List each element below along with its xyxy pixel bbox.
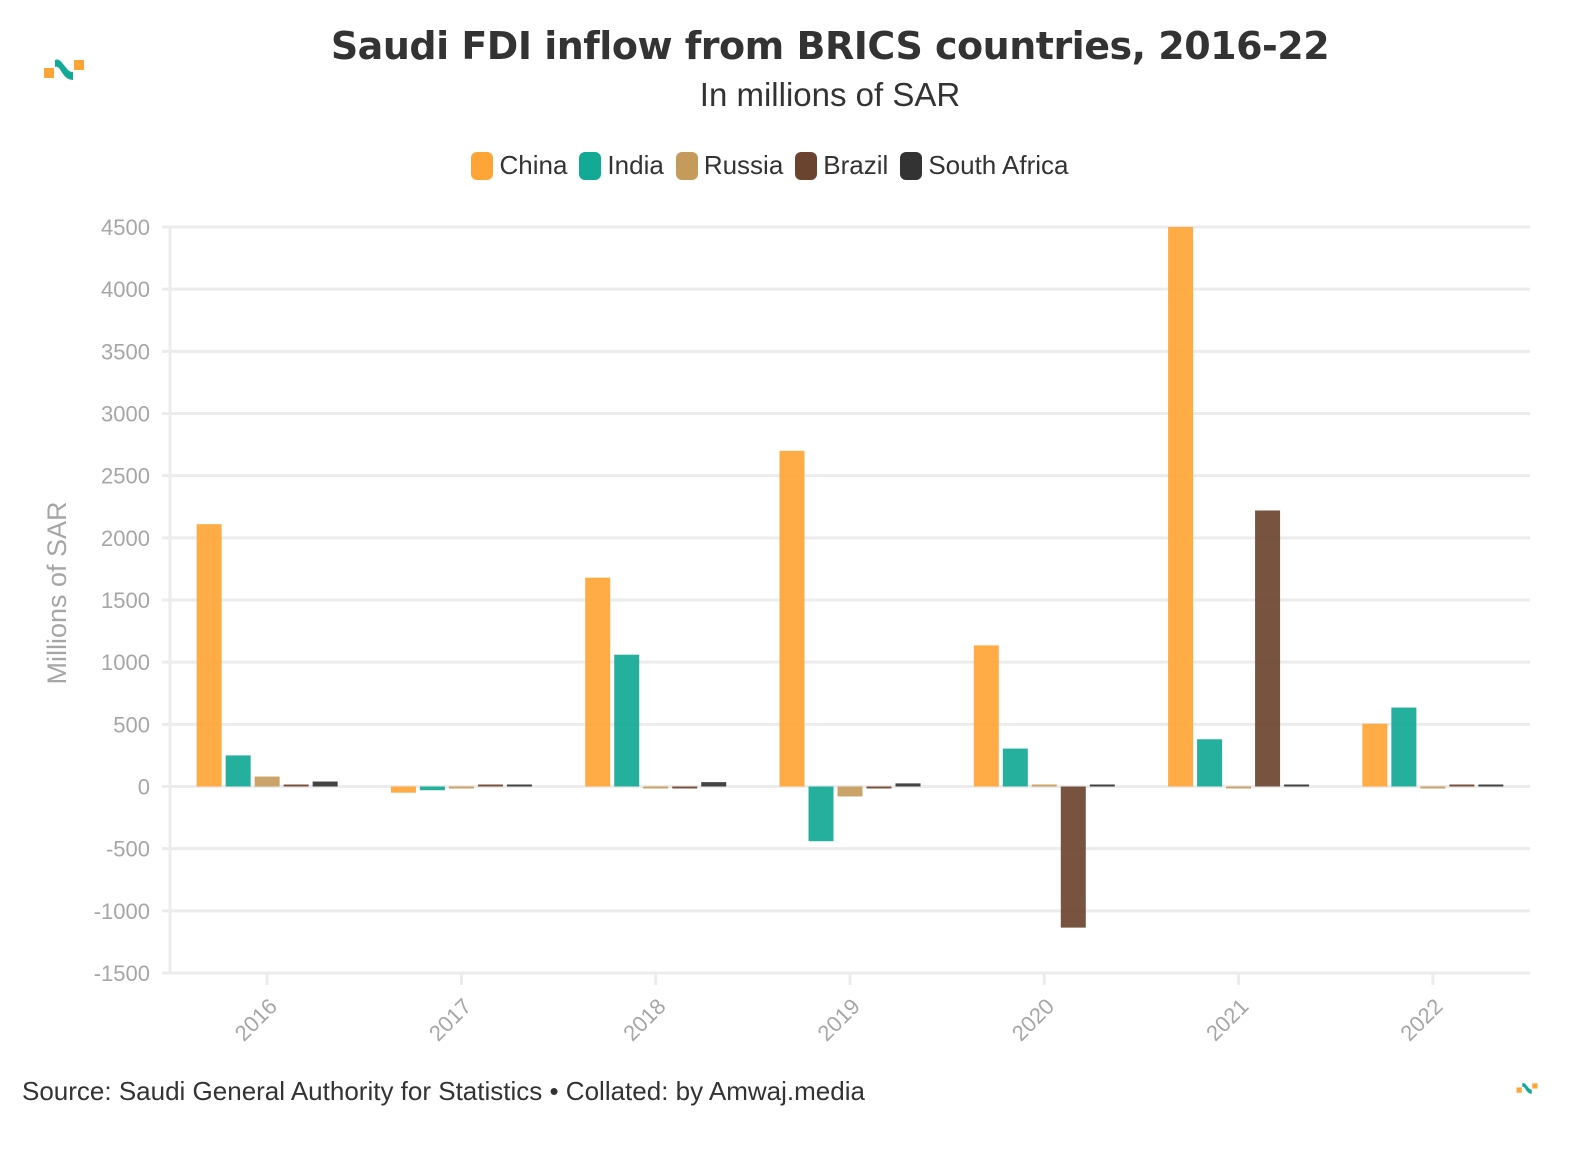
bar-brazil-2021	[1255, 510, 1281, 787]
bar-india-2019	[808, 786, 834, 842]
bar-brazil-2017	[477, 784, 503, 787]
legend-label: Brazil	[823, 150, 889, 180]
x-tick-label: 2019	[813, 994, 865, 1046]
bar-india-2022	[1391, 707, 1417, 787]
source-footer: Source: Saudi General Authority for Stat…	[22, 1076, 865, 1106]
legend-label: South Africa	[928, 150, 1069, 180]
legend-label: Russia	[703, 150, 784, 180]
bar-brazil-2022	[1449, 784, 1475, 787]
y-tick-label: 2500	[101, 464, 150, 489]
y-tick-label: 0	[138, 775, 150, 800]
bar-china-2021	[1168, 227, 1194, 787]
amwaj-logo-small-icon	[1516, 1083, 1538, 1094]
x-tick-label: 2016	[230, 994, 282, 1046]
bar-china-2020	[973, 645, 999, 787]
bar-china-2016	[196, 524, 222, 787]
legend-item-brazil[interactable]: Brazil	[795, 150, 888, 181]
y-tick-label: 2000	[101, 526, 150, 551]
bar-south-africa-2016	[312, 781, 338, 787]
y-axis-label: Millions of SAR	[42, 501, 72, 684]
bar-russia-2021	[1226, 786, 1252, 789]
legend-item-south-africa[interactable]: South Africa	[900, 150, 1069, 181]
bar-russia-2016	[254, 776, 280, 787]
bar-south-africa-2021	[1284, 784, 1310, 787]
x-tick-label: 2017	[424, 994, 476, 1046]
bar-india-2016	[225, 755, 251, 787]
amwaj-logo-icon	[44, 59, 84, 80]
legend-swatch	[795, 151, 818, 180]
legend-item-india[interactable]: India	[579, 150, 664, 181]
y-tick-label: -1500	[94, 961, 150, 986]
bar-brazil-2019	[866, 786, 892, 789]
x-tick-label: 2022	[1395, 994, 1447, 1046]
chart-subtitle: In millions of SAR	[699, 76, 961, 113]
legend-swatch	[675, 151, 698, 180]
bar-china-2019	[779, 450, 805, 787]
legend-swatch	[900, 151, 923, 180]
bar-india-2018	[614, 654, 640, 787]
bar-south-africa-2022	[1478, 784, 1504, 787]
x-tick-label: 2018	[618, 994, 670, 1046]
legend-swatch	[471, 151, 494, 180]
chart-title: Saudi FDI inflow from BRICS countries, 2…	[330, 24, 1330, 68]
bar-russia-2022	[1420, 786, 1446, 789]
bar-south-africa-2019	[895, 783, 921, 787]
y-tick-label: 4500	[101, 215, 150, 240]
bar-south-africa-2020	[1089, 784, 1115, 787]
y-tick-label: -1000	[94, 899, 150, 924]
legend-swatch	[579, 151, 602, 180]
legend: China India Russia Brazil South Africa	[0, 150, 1540, 181]
bar-india-2020	[1002, 748, 1028, 787]
bar-china-2018	[585, 577, 611, 787]
bar-brazil-2016	[283, 784, 309, 787]
x-tick-label: 2021	[1201, 994, 1253, 1046]
bar-russia-2019	[837, 786, 863, 797]
bar-china-2017	[390, 786, 416, 793]
legend-item-china[interactable]: China	[471, 150, 567, 181]
y-tick-label: 500	[113, 712, 150, 737]
y-tick-label: -500	[106, 837, 150, 862]
chart-area: 4500 4000 3500 3000 2500 2000 1500 1000 500 0 -500…	[42, 215, 1530, 1046]
bar-south-africa-2017	[506, 784, 532, 787]
bar-south-africa-2018	[701, 782, 727, 787]
bar-india-2017	[419, 786, 445, 791]
legend-label: China	[499, 150, 568, 180]
y-tick-label: 3000	[101, 402, 150, 427]
bar-china-2022	[1362, 723, 1388, 787]
y-tick-label: 1000	[101, 650, 150, 675]
bar-india-2021	[1197, 739, 1223, 787]
y-tick-label: 3500	[101, 339, 150, 364]
bar-russia-2017	[448, 786, 474, 789]
bar-russia-2018	[643, 786, 669, 789]
x-tick-label: 2020	[1007, 994, 1059, 1046]
bar-russia-2020	[1031, 784, 1057, 787]
legend-label: India	[607, 150, 664, 180]
bar-brazil-2018	[672, 786, 698, 789]
y-tick-label: 1500	[101, 588, 150, 613]
bar-brazil-2020	[1060, 786, 1086, 928]
y-tick-label: 4000	[101, 277, 150, 302]
legend-item-russia[interactable]: Russia	[675, 150, 784, 181]
